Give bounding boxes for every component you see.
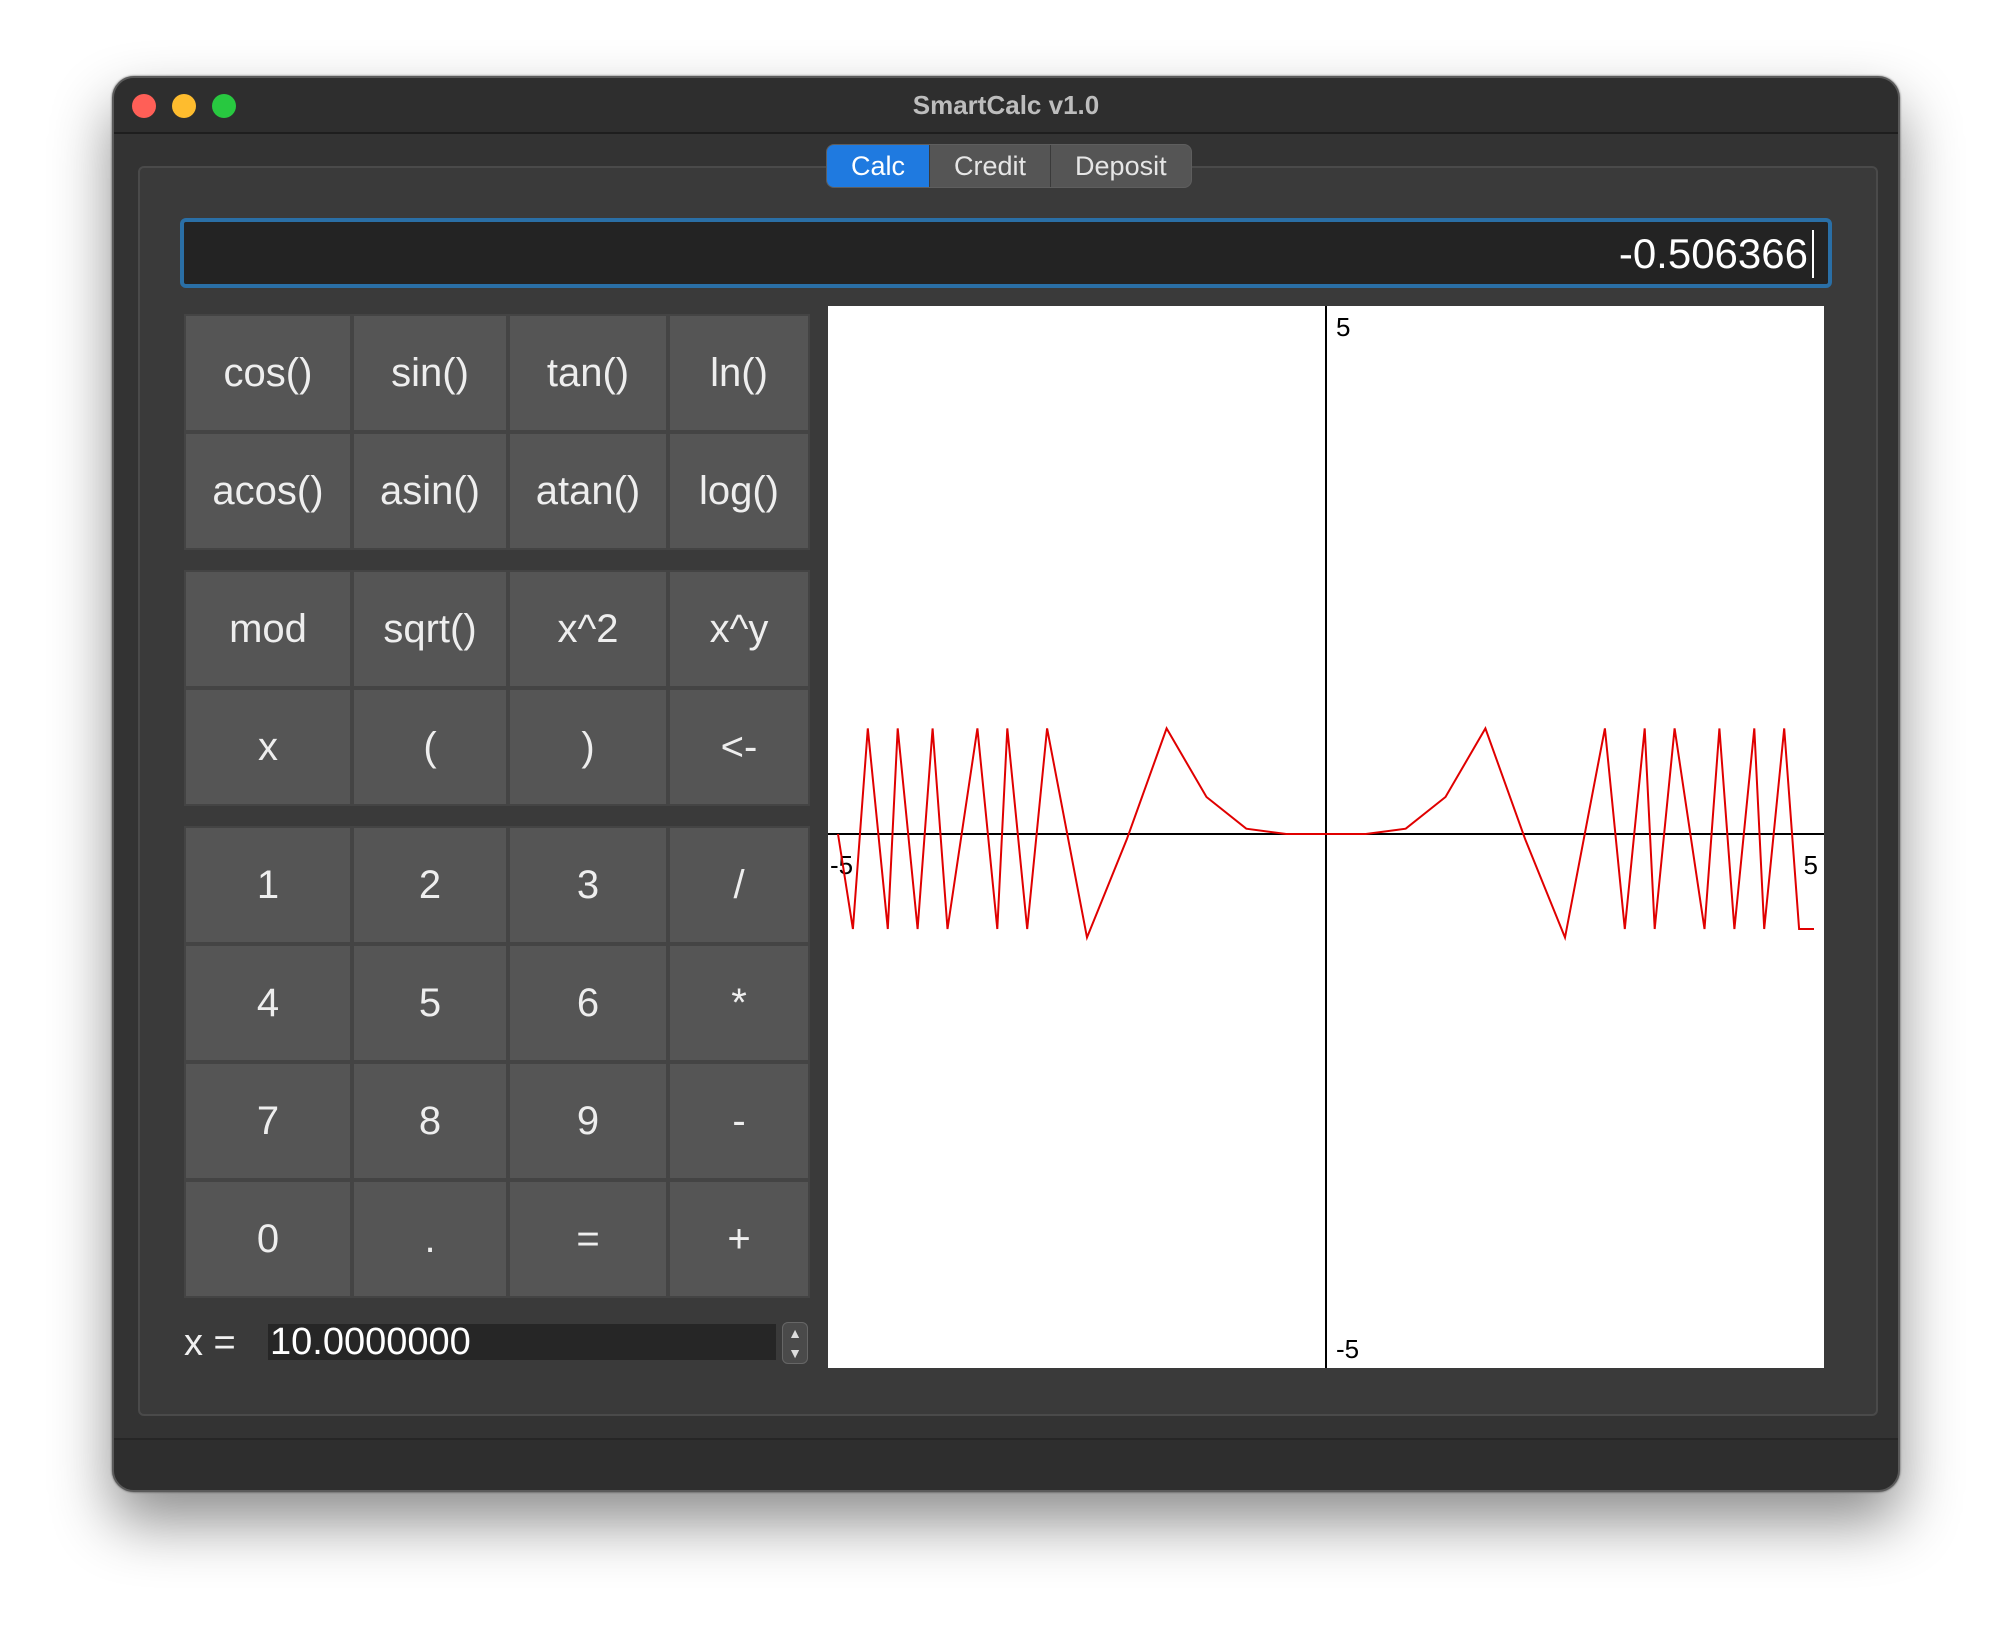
acos-button[interactable]: acos(): [184, 432, 352, 550]
expression-value: -0.506366: [1619, 230, 1814, 278]
title-bar[interactable]: SmartCalc v1.0: [114, 78, 1898, 134]
decimal-point-button[interactable]: .: [352, 1180, 508, 1298]
plus-button[interactable]: +: [668, 1180, 810, 1298]
x-max-tick-label: 5: [1804, 850, 1818, 880]
tab-calc[interactable]: Calc: [827, 145, 931, 187]
x-value-input[interactable]: 10.0000000: [268, 1324, 776, 1360]
x-value-row: x = 10.0000000 ▲ ▼: [184, 1320, 810, 1366]
x-label: x =: [184, 1322, 236, 1364]
cos-button[interactable]: cos(): [184, 314, 352, 432]
chevron-down-icon[interactable]: ▼: [788, 1345, 802, 1361]
square-button[interactable]: x^2: [508, 570, 668, 688]
sin-button[interactable]: sin(): [352, 314, 508, 432]
power-button[interactable]: x^y: [668, 570, 810, 688]
window-title: SmartCalc v1.0: [912, 90, 1100, 120]
digit-9-button[interactable]: 9: [508, 1062, 668, 1180]
asin-button[interactable]: asin(): [352, 432, 508, 550]
sqrt-button[interactable]: sqrt(): [352, 570, 508, 688]
multiply-button[interactable]: *: [668, 944, 810, 1062]
digit-2-button[interactable]: 2: [352, 826, 508, 944]
digit-8-button[interactable]: 8: [352, 1062, 508, 1180]
digit-0-button[interactable]: 0: [184, 1180, 352, 1298]
maximize-window-icon[interactable]: [212, 94, 236, 118]
open-paren-button[interactable]: (: [352, 688, 508, 806]
tab-deposit[interactable]: Deposit: [1075, 151, 1167, 181]
x-value-spinner[interactable]: ▲ ▼: [782, 1322, 808, 1364]
tab-bar: Calc Credit Deposit: [826, 144, 1192, 188]
x-min-tick-label: -5: [830, 850, 853, 880]
function-plot: 5 -5 -5 5: [828, 306, 1824, 1368]
equals-button[interactable]: =: [508, 1180, 668, 1298]
digit-5-button[interactable]: 5: [352, 944, 508, 1062]
function-curve-0: [837, 726, 1814, 942]
digit-3-button[interactable]: 3: [508, 826, 668, 944]
chevron-up-icon[interactable]: ▲: [788, 1325, 802, 1341]
tan-button[interactable]: tan(): [508, 314, 668, 432]
expression-input[interactable]: -0.506366: [180, 218, 1832, 288]
log-button[interactable]: log(): [668, 432, 810, 550]
y-min-tick-label: -5: [1336, 1334, 1359, 1364]
y-max-tick-label: 5: [1336, 312, 1350, 342]
atan-button[interactable]: atan(): [508, 432, 668, 550]
digit-4-button[interactable]: 4: [184, 944, 352, 1062]
variable-x-button[interactable]: x: [184, 688, 352, 806]
digit-7-button[interactable]: 7: [184, 1062, 352, 1180]
close-window-icon[interactable]: [132, 94, 156, 118]
close-paren-button[interactable]: ): [508, 688, 668, 806]
tab-credit[interactable]: Credit: [930, 145, 1052, 187]
app-window: SmartCalc v1.0 Calc Credit Deposit -0.50…: [112, 76, 1900, 1492]
minus-button[interactable]: -: [668, 1062, 810, 1180]
keypad: cos() sin() tan() ln() acos() asin() atan() log…: [184, 314, 810, 1298]
graph-area: 5 -5 -5 5: [828, 306, 1824, 1368]
backspace-button[interactable]: <-: [668, 688, 810, 806]
status-bar: [114, 1438, 1898, 1490]
digit-6-button[interactable]: 6: [508, 944, 668, 1062]
digit-1-button[interactable]: 1: [184, 826, 352, 944]
minimize-window-icon[interactable]: [172, 94, 196, 118]
mod-button[interactable]: mod: [184, 570, 352, 688]
divide-button[interactable]: /: [668, 826, 810, 944]
ln-button[interactable]: ln(): [668, 314, 810, 432]
